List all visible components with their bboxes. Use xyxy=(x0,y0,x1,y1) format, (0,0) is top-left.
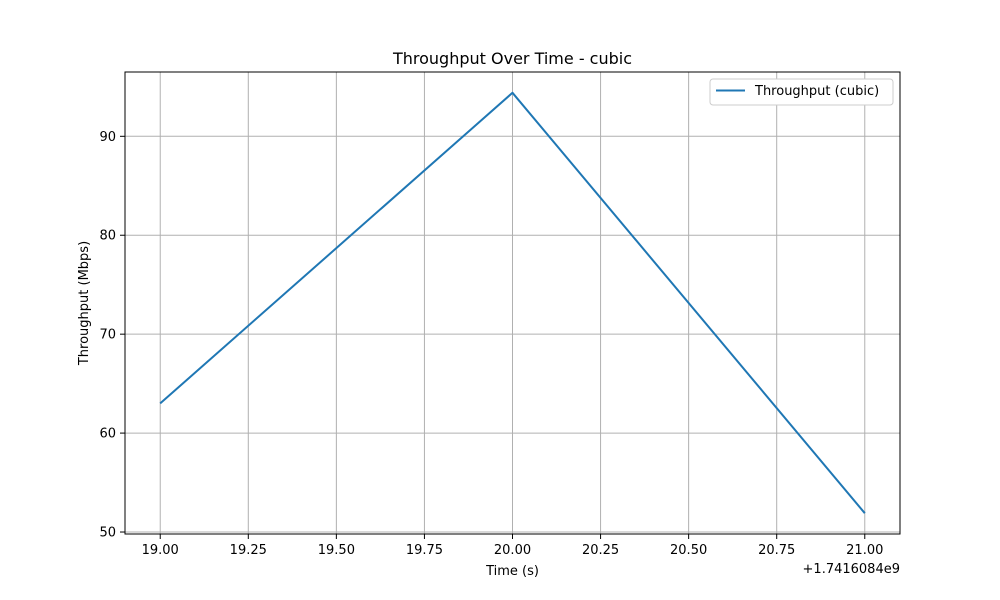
x-tick-label: 19.75 xyxy=(406,543,443,558)
y-tick-label: 70 xyxy=(99,328,116,343)
x-axis-label: Time (s) xyxy=(485,564,539,579)
y-tick-label: 80 xyxy=(99,229,116,244)
chart-title: Throughput Over Time - cubic xyxy=(392,49,632,68)
series-layer xyxy=(159,91,866,514)
series-line-0 xyxy=(159,91,866,514)
x-tick-label: 19.25 xyxy=(230,543,267,558)
y-tick-label: 90 xyxy=(99,130,116,145)
x-tick-label: 19.00 xyxy=(142,543,179,558)
y-axis: 50 60 70 80 90 xyxy=(99,130,125,541)
legend: Throughput (cubic) xyxy=(709,78,894,106)
x-tick-label: 21.00 xyxy=(846,543,883,558)
x-tick-label: 19.50 xyxy=(318,543,355,558)
x-axis: 19.00 19.25 19.50 19.75 20.00 20.25 20.50 20.75… xyxy=(142,534,883,558)
legend-label: Throughput (cubic) xyxy=(754,84,879,99)
grid-lines xyxy=(125,72,900,534)
legend-box xyxy=(709,78,894,106)
y-tick-label: 50 xyxy=(99,526,116,541)
x-tick-label: 20.50 xyxy=(670,543,707,558)
y-tick-label: 60 xyxy=(99,427,116,442)
y-axis-label: Throughput (Mbps) xyxy=(77,241,92,366)
x-axis-offset-label: +1.7416084e9 xyxy=(803,562,900,577)
x-tick-label: 20.25 xyxy=(582,543,619,558)
x-tick-label: 20.00 xyxy=(494,543,531,558)
x-tick-label: 20.75 xyxy=(758,543,795,558)
